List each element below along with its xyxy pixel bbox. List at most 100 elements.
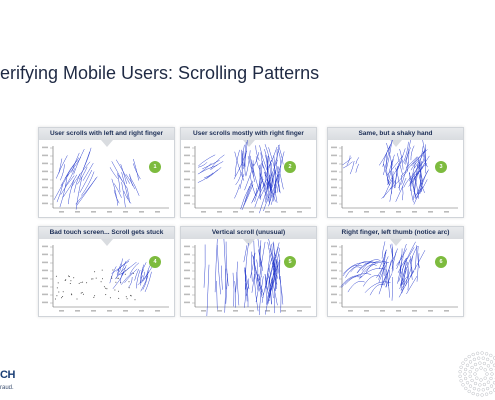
x-tick-label <box>297 211 302 213</box>
scroll-trace <box>413 173 420 199</box>
ornament-dot <box>489 384 494 388</box>
ornament-dot <box>458 374 462 378</box>
scroll-trace <box>60 157 80 186</box>
ornament-dot <box>458 370 462 374</box>
scroll-trace <box>251 179 264 204</box>
scroll-trace <box>260 152 264 169</box>
y-tick-label <box>42 194 48 197</box>
scroll-trace <box>395 167 401 191</box>
scroll-trace <box>123 191 132 204</box>
x-tick-label <box>380 310 385 312</box>
scroll-trace <box>386 140 393 170</box>
scroll-trace <box>133 158 139 181</box>
scroll-trace <box>383 144 391 176</box>
touch-point <box>100 281 102 283</box>
panel-label: User scrolls mostly with right finger <box>193 130 304 137</box>
chart-panel-6: Right finger, left thumb (notice arc) 6 <box>327 226 464 317</box>
scroll-trace <box>60 175 75 195</box>
scroll-trace <box>272 242 278 268</box>
scroll-trace <box>266 254 271 290</box>
scroll-scatter-plot <box>42 146 169 213</box>
scroll-trace <box>398 259 406 282</box>
scroll-trace <box>211 161 224 170</box>
touch-point <box>134 299 136 301</box>
scroll-trace <box>268 179 276 202</box>
y-tick-label <box>42 162 48 165</box>
scroll-trace <box>410 256 413 280</box>
scroll-trace <box>244 152 247 176</box>
y-tick-label <box>331 301 337 304</box>
scroll-trace <box>116 263 122 275</box>
x-tick-label <box>59 310 64 312</box>
scroll-trace <box>419 161 423 186</box>
touch-point <box>128 287 130 289</box>
x-tick-label <box>91 211 96 213</box>
scroll-trace <box>251 251 253 282</box>
scroll-trace <box>253 255 259 291</box>
caption-pointer <box>101 140 113 147</box>
panel-header <box>181 227 316 239</box>
scroll-trace <box>405 140 411 165</box>
scroll-trace <box>120 164 128 184</box>
scroll-trace <box>400 263 407 286</box>
y-tick-label <box>42 146 48 149</box>
scroll-trace <box>265 154 268 172</box>
touch-point <box>106 288 108 290</box>
ornament-dot <box>472 386 477 391</box>
touch-point <box>130 294 132 296</box>
touch-point <box>73 277 75 279</box>
scroll-trace <box>239 173 245 189</box>
x-tick-label <box>107 211 112 213</box>
scroll-trace <box>407 151 410 172</box>
scroll-trace <box>275 262 279 292</box>
caption-pointer <box>243 239 255 246</box>
y-tick-label <box>331 293 337 296</box>
caption-pointer <box>390 140 402 147</box>
ornament-dot <box>459 379 463 383</box>
scroll-scatter-plot <box>42 245 169 312</box>
touch-point <box>114 289 116 291</box>
x-tick-label <box>155 310 160 312</box>
scroll-trace <box>381 259 384 288</box>
x-tick-label <box>217 310 222 312</box>
scroll-trace <box>216 280 218 310</box>
scroll-trace <box>244 267 250 290</box>
scroll-trace <box>75 176 83 210</box>
scroll-trace <box>235 171 242 186</box>
touch-point <box>68 276 70 278</box>
touch-point <box>93 296 95 298</box>
ornament-dot <box>477 388 481 392</box>
scroll-trace <box>397 259 403 284</box>
scroll-trace <box>68 179 75 205</box>
scroll-trace <box>224 268 227 313</box>
scroll-trace <box>198 162 208 168</box>
scroll-trace <box>243 180 254 207</box>
scroll-trace <box>355 163 359 173</box>
scroll-trace <box>111 178 119 206</box>
x-tick-label <box>233 310 238 312</box>
scroll-trace <box>255 145 260 161</box>
scroll-trace <box>259 160 263 183</box>
x-tick-label <box>348 211 353 213</box>
touch-point <box>70 293 72 295</box>
touch-point <box>81 292 83 293</box>
scroll-trace <box>411 256 413 273</box>
x-tick-label <box>139 211 144 213</box>
scroll-trace <box>250 155 256 182</box>
scroll-trace <box>409 250 426 278</box>
scroll-trace <box>81 171 95 196</box>
scroll-trace <box>413 155 430 179</box>
ornament-dot <box>463 372 467 376</box>
y-tick-label <box>184 146 190 149</box>
scroll-trace <box>270 168 276 201</box>
scroll-trace <box>417 180 422 198</box>
scroll-trace <box>202 160 220 170</box>
ornament-dot <box>481 388 485 392</box>
scroll-trace <box>259 240 262 268</box>
scroll-trace <box>268 267 274 299</box>
touch-point <box>115 281 117 283</box>
touch-point <box>76 298 78 300</box>
scroll-trace <box>386 153 389 184</box>
scroll-trace <box>412 161 422 184</box>
scroll-trace <box>243 245 248 263</box>
